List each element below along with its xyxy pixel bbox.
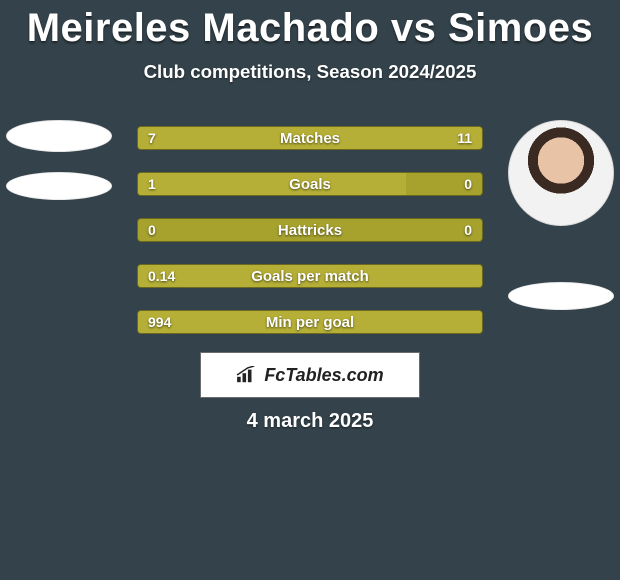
bar-label: Min per goal: [138, 311, 482, 333]
left-player-column: [4, 120, 114, 200]
footer-date: 4 march 2025: [0, 410, 620, 433]
comparison-bars: 7 Matches 11 1 Goals 0 0 Hattricks 0 0.1…: [137, 126, 483, 356]
bar-label: Goals: [138, 173, 482, 195]
bar-row-goals: 1 Goals 0: [137, 172, 483, 196]
bar-chart-icon: [236, 366, 258, 384]
bar-right-value: 0: [454, 173, 482, 195]
bar-row-hattricks: 0 Hattricks 0: [137, 218, 483, 242]
bar-row-goals-per-match: 0.14 Goals per match: [137, 264, 483, 288]
right-player-flag-badge: [508, 282, 614, 310]
page-title: Meireles Machado vs Simoes: [0, 0, 620, 51]
bar-row-matches: 7 Matches 11: [137, 126, 483, 150]
right-player-avatar: [508, 120, 614, 226]
branding-box: FcTables.com: [200, 352, 420, 398]
bar-right-value: [462, 311, 482, 333]
right-player-column: [506, 120, 616, 310]
bar-right-value: 0: [454, 219, 482, 241]
bar-row-min-per-goal: 994 Min per goal: [137, 310, 483, 334]
bar-label: Hattricks: [138, 219, 482, 241]
left-player-flag-badge: [6, 172, 112, 200]
page-subtitle: Club competitions, Season 2024/2025: [0, 61, 620, 83]
bar-label: Matches: [138, 127, 482, 149]
comparison-canvas: Meireles Machado vs Simoes Club competit…: [0, 0, 620, 580]
bar-right-value: 11: [447, 127, 482, 149]
branding-text: FcTables.com: [264, 365, 383, 386]
bar-label: Goals per match: [138, 265, 482, 287]
bar-right-value: [462, 265, 482, 287]
left-player-avatar: [6, 120, 112, 152]
